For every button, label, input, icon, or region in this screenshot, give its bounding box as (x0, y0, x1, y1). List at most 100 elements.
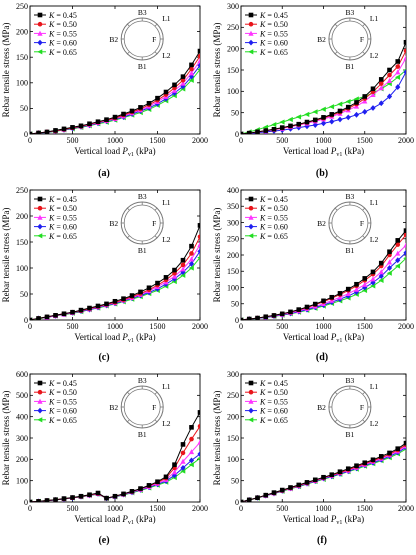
data-point-K-0.45 (189, 62, 194, 68)
legend: K = 0.45K = 0.50K = 0.55K = 0.60K = 0.65 (245, 195, 288, 241)
y-tick-label: 300 (16, 434, 28, 443)
y-tick-label: 250 (227, 23, 239, 32)
inset-label-bottom: B1 (138, 430, 147, 439)
data-point-K-0.50 (180, 262, 186, 268)
y-tick-label: 50 (231, 476, 239, 485)
x-tick-label: 500 (276, 136, 288, 145)
series-line-K-0.60 (30, 65, 200, 134)
y-tick-label: 150 (227, 434, 239, 443)
x-tick-label: 1000 (107, 322, 123, 331)
data-point-K-0.45 (279, 311, 285, 317)
legend-marker (248, 30, 254, 36)
inset-label-bottom: B1 (346, 62, 355, 71)
panel-caption: (a) (98, 168, 110, 179)
data-point-K-0.45 (70, 309, 75, 315)
legend-label: K = 0.55 (48, 397, 77, 406)
data-point-K-0.45 (61, 126, 67, 132)
data-point-K-0.45 (180, 74, 186, 79)
x-tick-label: 0 (239, 322, 243, 331)
data-point-K-0.45 (296, 307, 302, 312)
data-point-K-0.45 (180, 257, 186, 263)
data-point-K-0.50 (197, 234, 200, 240)
legend-marker (248, 214, 254, 220)
data-point-K-0.45 (129, 489, 135, 494)
data-point-K-0.55 (180, 458, 186, 464)
data-point-K-0.45 (30, 131, 33, 134)
data-point-K-0.65 (197, 256, 200, 260)
series-line-K-0.55 (241, 244, 406, 320)
legend-marker (248, 407, 254, 414)
y-axis-label: Rebar tensile stress (MPa) (212, 391, 222, 486)
legend: K = 0.45K = 0.50K = 0.55K = 0.60K = 0.65 (245, 11, 288, 57)
legend-label: K = 0.60 (259, 407, 288, 416)
legend-label: K = 0.60 (48, 223, 77, 232)
series-line-K-0.65 (30, 257, 200, 320)
y-tick-label: 150 (16, 238, 28, 247)
data-point-K-0.60 (345, 114, 351, 121)
data-point-K-0.45 (241, 317, 244, 320)
legend-label: K = 0.65 (259, 416, 288, 425)
legend: K = 0.45K = 0.50K = 0.55K = 0.60K = 0.65 (245, 379, 288, 425)
data-point-K-0.45 (370, 457, 376, 463)
y-tick-label: 0 (235, 498, 239, 507)
data-point-K-0.45 (345, 466, 351, 472)
data-point-K-0.45 (288, 485, 293, 490)
legend-label: K = 0.45 (48, 379, 77, 388)
chart-panel-a: 0 500 1000 1500 2000 0 50 100 150 200 250 Vertical … (1, 2, 208, 179)
data-point-K-0.45 (155, 95, 160, 101)
legend-marker (37, 380, 43, 386)
inset-label-left: B2 (109, 35, 118, 44)
legend-marker (248, 196, 254, 202)
y-tick-label: 100 (16, 476, 28, 485)
inset-label-top: B3 (138, 8, 147, 17)
x-tick-label: 1500 (357, 136, 373, 145)
segment-joint (154, 235, 158, 239)
data-point-K-0.45 (197, 48, 200, 54)
inset-label-bottom: B1 (138, 246, 147, 255)
data-point-K-0.50 (395, 64, 401, 69)
legend-label: K = 0.60 (48, 407, 77, 416)
legend-marker (248, 205, 254, 211)
legend-marker (248, 223, 254, 230)
inset-label-left: B2 (109, 219, 118, 228)
plot-area (30, 223, 200, 320)
data-point-K-0.45 (387, 249, 392, 255)
x-axis-label: Vertical load Pv1 (kPa) (283, 514, 364, 526)
data-point-K-0.45 (263, 492, 269, 498)
data-point-K-0.45 (395, 446, 401, 451)
legend-marker (248, 39, 254, 46)
legend: K = 0.45K = 0.50K = 0.55K = 0.60K = 0.65 (34, 11, 77, 57)
legend-marker (37, 30, 43, 36)
data-point-K-0.45 (87, 121, 92, 127)
data-point-K-0.45 (36, 130, 41, 134)
legend-label: K = 0.65 (48, 48, 77, 57)
data-point-K-0.45 (387, 450, 392, 456)
inset-label-right: F (360, 403, 364, 412)
y-tick-label: 50 (231, 300, 239, 309)
y-tick-label: 250 (227, 391, 239, 400)
data-point-K-0.45 (138, 289, 143, 295)
data-point-K-0.45 (296, 121, 302, 127)
data-point-K-0.60 (337, 116, 343, 123)
y-tick-label: 250 (227, 235, 239, 244)
data-point-K-0.45 (163, 474, 169, 480)
data-point-K-0.45 (146, 285, 152, 291)
data-point-K-0.45 (370, 269, 376, 275)
x-tick-label: 2000 (192, 136, 208, 145)
data-point-K-0.45 (329, 112, 335, 117)
legend-label: K = 0.50 (48, 20, 77, 29)
data-point-K-0.55 (378, 85, 384, 91)
x-tick-label: 2000 (398, 504, 414, 513)
data-point-K-0.45 (44, 129, 50, 134)
data-point-K-0.65 (279, 119, 285, 125)
legend-label: K = 0.50 (259, 388, 288, 397)
data-point-K-0.55 (395, 69, 401, 75)
data-point-K-0.60 (386, 265, 393, 271)
legend-marker (37, 223, 43, 230)
x-tick-label: 1000 (316, 136, 332, 145)
inset-label-bottom: B1 (346, 246, 355, 255)
chart-panel-c: 0 500 1000 1500 2000 0 50 100 150 200 250 Vertical … (1, 186, 208, 363)
data-point-K-0.45 (296, 482, 302, 488)
data-point-K-0.45 (61, 311, 67, 317)
